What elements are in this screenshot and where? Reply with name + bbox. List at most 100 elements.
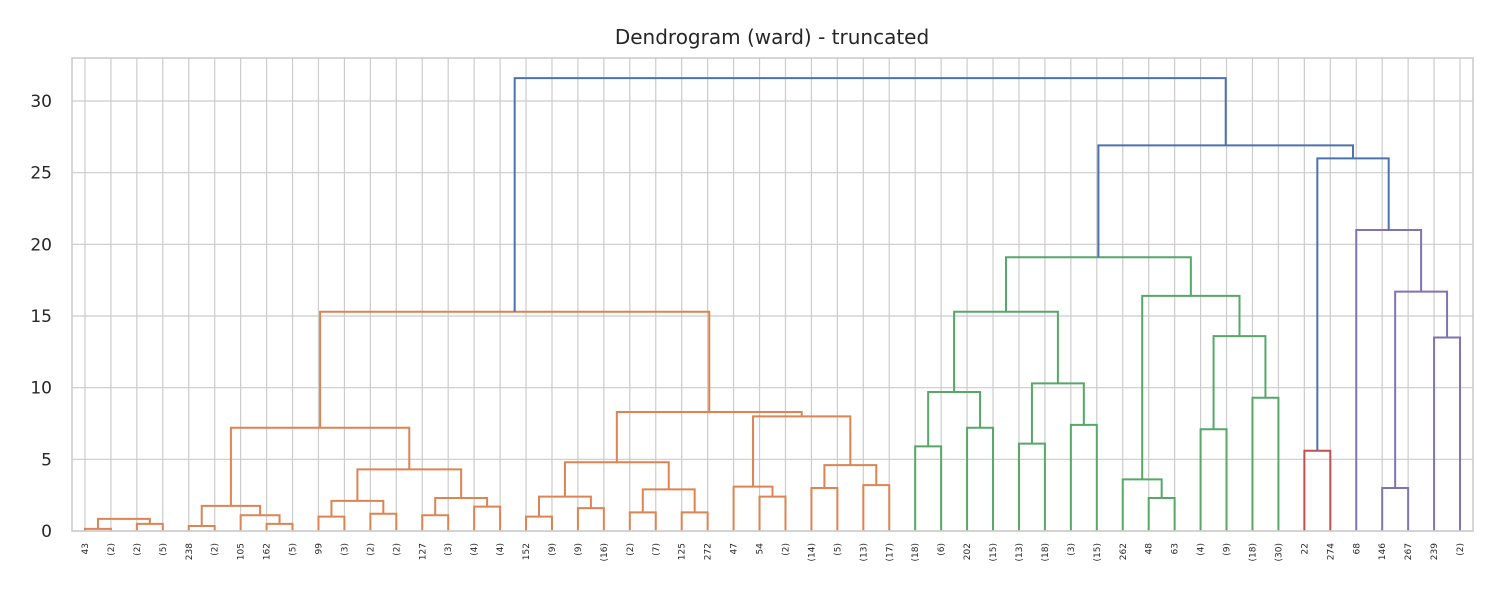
dendrogram-link-38 xyxy=(1121,478,1163,531)
dendrogram-link-35 xyxy=(1030,382,1085,444)
dendrogram-link-49 xyxy=(1316,157,1390,451)
grid-lines xyxy=(72,58,1473,532)
dendrogram-link-40 xyxy=(1251,396,1280,531)
leaf-label: 43 xyxy=(81,543,91,554)
dendrogram-link-27 xyxy=(752,415,852,487)
dendrogram-link-31 xyxy=(966,426,995,531)
dendrogram-link-32 xyxy=(927,390,982,447)
leaf-label: (7) xyxy=(652,543,662,556)
dendrogram-link-34 xyxy=(1069,423,1098,531)
leaf-label: (5) xyxy=(833,543,843,556)
leaf-label: (2) xyxy=(781,543,791,556)
leaf-label: (3) xyxy=(444,543,454,556)
leaf-label: 105 xyxy=(237,543,247,560)
leaf-label: 239 xyxy=(1430,543,1440,560)
dendrogram-link-28 xyxy=(615,411,803,463)
dendrogram-link-14 xyxy=(229,426,411,506)
dendrogram-link-29 xyxy=(319,310,711,428)
dendrogram-link-20 xyxy=(641,488,696,513)
dendrogram-link-4 xyxy=(265,522,294,531)
y-tick-label: 10 xyxy=(30,379,52,399)
leaf-label: 125 xyxy=(678,543,688,560)
dendrogram-link-33 xyxy=(1017,442,1046,531)
y-tick-label: 15 xyxy=(30,307,52,327)
dendrogram-link-48 xyxy=(1355,229,1423,531)
dendrogram-link-10 xyxy=(421,514,450,531)
dendrogram-link-23 xyxy=(732,485,774,531)
y-tick-label: 20 xyxy=(30,235,52,255)
leaf-label: (4) xyxy=(496,543,506,556)
y-axis-ticks: 0 5 10 15 20 25 30 xyxy=(30,92,52,542)
leaf-label: (2) xyxy=(133,543,143,556)
dendrogram-link-11 xyxy=(473,505,502,531)
dendrogram-link-25 xyxy=(862,484,891,531)
dendrogram-link-39 xyxy=(1199,428,1228,531)
leaf-label: 267 xyxy=(1404,543,1414,560)
dendrogram-link-15 xyxy=(525,515,553,531)
dendrogram-link-17 xyxy=(538,495,592,517)
dendrogram-link-2 xyxy=(96,517,151,529)
leaf-label: (13) xyxy=(859,543,869,561)
leaf-label: (18) xyxy=(1248,543,1258,561)
dendrogram-link-13 xyxy=(356,468,463,501)
dendrogram-link-6 xyxy=(200,504,262,526)
leaf-label: (3) xyxy=(1067,543,1077,556)
leaf-label: (30) xyxy=(1274,543,1284,561)
leaf-label: 162 xyxy=(263,543,273,560)
leaf-label: (15) xyxy=(1093,543,1103,561)
leaf-label: 22 xyxy=(1300,543,1310,554)
dendrogram-link-47 xyxy=(1394,290,1449,488)
dendrogram-links xyxy=(83,77,1462,531)
leaf-label: (2) xyxy=(107,543,117,556)
dendrogram-link-22 xyxy=(758,495,787,531)
chart-title: Dendrogram (ward) - truncated xyxy=(615,25,929,49)
leaf-label: 274 xyxy=(1326,543,1336,560)
leaf-label: (2) xyxy=(1456,543,1466,556)
leaf-label: (9) xyxy=(1223,543,1233,556)
leaf-label: (5) xyxy=(159,543,169,556)
leaf-label: 202 xyxy=(963,543,973,560)
dendrogram-link-46 xyxy=(1433,336,1462,531)
leaf-label: 63 xyxy=(1171,543,1181,554)
dendrogram-link-26 xyxy=(823,464,878,488)
leaf-label: 54 xyxy=(756,543,766,555)
leaf-label: (9) xyxy=(548,543,558,556)
dendrogram-link-50 xyxy=(1097,144,1355,258)
leaf-label: (4) xyxy=(1197,543,1207,556)
leaf-label: (2) xyxy=(626,543,636,556)
dendrogram-link-24 xyxy=(810,487,839,531)
dendrogram-link-44 xyxy=(1303,449,1332,531)
leaf-label: 47 xyxy=(730,543,740,554)
y-tick-label: 30 xyxy=(30,92,52,112)
leaf-label: 146 xyxy=(1378,543,1388,560)
y-tick-label: 5 xyxy=(41,450,52,470)
leaf-label: 152 xyxy=(522,543,532,560)
dendrogram-link-18 xyxy=(628,511,657,531)
dendrogram-link-21 xyxy=(563,461,670,497)
leaf-label: 238 xyxy=(185,543,195,560)
leaf-label: (6) xyxy=(937,543,947,556)
leaf-label: (13) xyxy=(1015,543,1025,561)
leaf-label: 99 xyxy=(314,543,324,555)
dendrogram-link-41 xyxy=(1212,335,1267,430)
dendrogram-link-36 xyxy=(953,310,1059,392)
leaf-label: (5) xyxy=(289,543,299,556)
dendrogram-link-43 xyxy=(1005,256,1192,312)
leaf-label: (17) xyxy=(885,543,895,561)
leaf-label: (15) xyxy=(989,543,999,561)
dendrogram-link-1 xyxy=(135,522,164,531)
dendrogram-link-51 xyxy=(513,77,1227,312)
leaf-label: (18) xyxy=(911,543,921,561)
leaf-label: (14) xyxy=(807,543,817,561)
dendrogram-link-7 xyxy=(317,515,346,531)
leaf-label: (4) xyxy=(470,543,480,556)
x-axis-leaf-labels: 43 (2) (2) (5) 238 (2) 105 162 (5) 99 (3) (2) (2) 127… xyxy=(81,543,1466,562)
dendrogram-link-19 xyxy=(680,511,709,531)
dendrogram-link-45 xyxy=(1381,487,1410,531)
leaf-label: 272 xyxy=(704,543,714,560)
leaf-label: (3) xyxy=(340,543,350,556)
y-tick-label: 0 xyxy=(41,522,52,542)
dendrogram-link-8 xyxy=(369,512,398,531)
